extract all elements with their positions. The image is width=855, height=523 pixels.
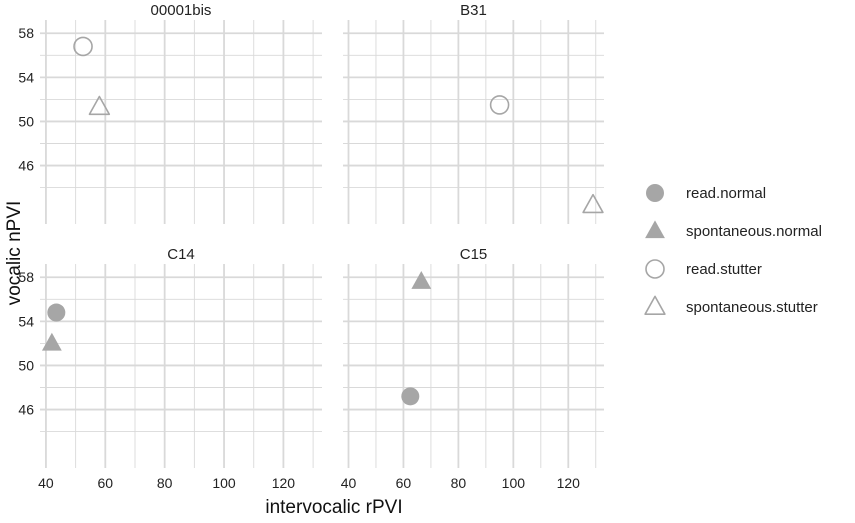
legend-label: read.stutter	[686, 261, 762, 278]
legend: read.normal spontaneous.normal read.stutte…	[644, 184, 822, 316]
legend-item: spontaneous.normal	[645, 220, 822, 240]
major-gridlines	[343, 264, 604, 468]
x-tick-label: 40	[38, 475, 54, 491]
data-point	[582, 193, 604, 214]
y-tick-label: 58	[18, 269, 34, 285]
minor-gridlines	[40, 264, 322, 468]
facet-panel-4: C15 40 60 80 100 120	[341, 246, 604, 491]
y-tick-label: 58	[18, 25, 34, 41]
legend-label: spontaneous.stutter	[686, 299, 818, 316]
y-tick-label: 54	[18, 313, 34, 329]
y-tick-label: 46	[18, 158, 34, 174]
data-point	[411, 271, 432, 289]
x-tick-label: 120	[557, 475, 581, 491]
y-tick-label: 50	[18, 357, 34, 373]
x-tick-label: 80	[451, 475, 467, 491]
x-tick-label: 80	[157, 475, 173, 491]
data-point	[73, 36, 93, 57]
legend-key	[644, 295, 666, 315]
x-tick-label: 100	[502, 475, 526, 491]
x-tick-label: 40	[341, 475, 357, 491]
legend-item: spontaneous.stutter	[644, 295, 818, 316]
major-gridlines	[40, 20, 322, 224]
legend-key	[645, 220, 665, 239]
y-tick-label: 46	[18, 402, 34, 418]
data-point	[489, 95, 510, 115]
data-point	[47, 303, 66, 322]
legend-label: read.normal	[686, 185, 766, 202]
data-points	[73, 36, 111, 116]
legend-label: spontaneous.normal	[686, 223, 822, 240]
x-axis-title: intervocalic rPVI	[265, 497, 402, 518]
y-tick-label: 54	[18, 69, 34, 85]
x-tick-label: 60	[98, 475, 114, 491]
data-points	[489, 95, 604, 214]
facet-title: C15	[460, 246, 488, 263]
facet-title: 00001bis	[151, 2, 212, 19]
data-points	[401, 271, 432, 406]
x-tick-label: 100	[212, 475, 236, 491]
legend-item: read.stutter	[645, 259, 762, 279]
y-tick-label: 50	[18, 113, 34, 129]
facet-title: C14	[167, 246, 195, 263]
legend-item: read.normal	[646, 184, 766, 202]
x-tick-label: 120	[272, 475, 296, 491]
facet-panel-1: 00001bis 46 50 54 58	[18, 2, 322, 224]
data-points	[41, 303, 66, 351]
facet-panels: 00001bis 46 50 54 58 B31 C14 46 50 54 58 40 60 80 100 1…	[18, 2, 604, 491]
legend-key	[645, 259, 665, 279]
legend-key	[646, 184, 664, 202]
y-axis-title: vocalic nPVI	[4, 201, 25, 306]
facet-title: B31	[460, 2, 487, 19]
facet-panel-2: B31	[343, 2, 604, 224]
major-gridlines	[343, 20, 604, 224]
major-gridlines	[40, 264, 322, 468]
facet-panel-3: C14 46 50 54 58 40 60 80 100 120	[18, 246, 322, 491]
data-point	[41, 332, 62, 351]
data-point	[401, 387, 420, 406]
data-point	[88, 95, 111, 116]
x-tick-label: 60	[396, 475, 412, 491]
